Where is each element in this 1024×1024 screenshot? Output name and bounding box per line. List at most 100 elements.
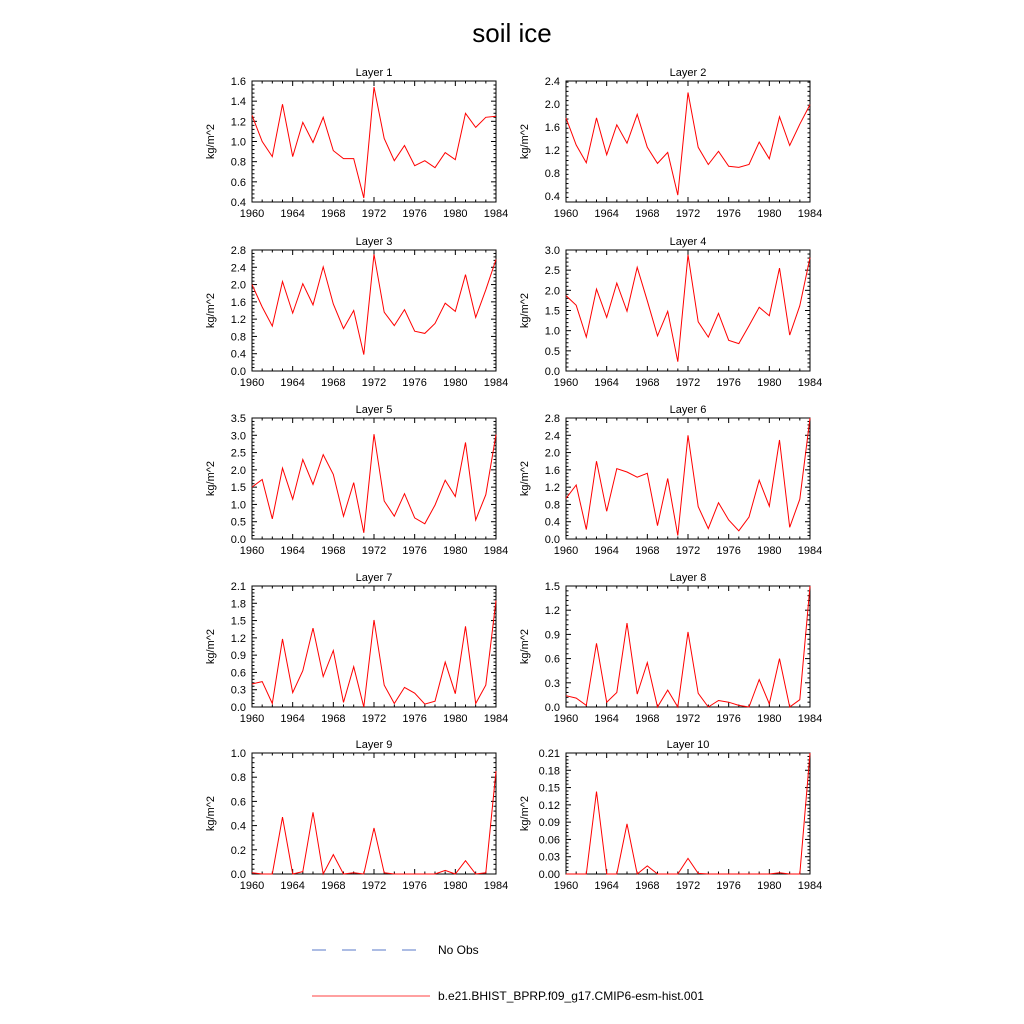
y-tick-label: 2.8 bbox=[545, 413, 560, 425]
y-tick-label: 0.03 bbox=[539, 852, 560, 864]
panel-layer-3: Layer 3 kg/m^2 1960 1964 1968 1972 1976 1980 198… bbox=[205, 236, 508, 389]
x-tick-label: 1960 bbox=[240, 713, 264, 725]
y-axis-label: kg/m^2 bbox=[205, 629, 217, 664]
y-tick-label: 0.0 bbox=[545, 702, 560, 714]
y-tick-label: 1.6 bbox=[231, 297, 246, 309]
y-tick-label: 0.6 bbox=[231, 796, 246, 808]
panel-layer-10: Layer 10 kg/m^2 1960 1964 1968 1972 1976 1980 19… bbox=[519, 739, 822, 892]
x-tick-label: 1972 bbox=[362, 545, 386, 557]
y-tick-label: 0.4 bbox=[231, 197, 246, 209]
x-tick-label: 1984 bbox=[484, 545, 508, 557]
y-axis-label: kg/m^2 bbox=[519, 124, 531, 159]
x-tick-label: 1980 bbox=[757, 545, 781, 557]
y-tick-label: 0.0 bbox=[231, 366, 246, 378]
panel-layer-1: Layer 1 kg/m^2 1960 1964 1968 1972 1976 1980 198… bbox=[205, 67, 508, 220]
y-tick-label: 2.5 bbox=[545, 265, 560, 277]
y-tick-label: 1.0 bbox=[231, 748, 246, 760]
x-tick-label: 1984 bbox=[798, 377, 822, 389]
x-tick-label: 1968 bbox=[635, 880, 659, 892]
panel-title: Layer 5 bbox=[356, 404, 393, 416]
x-tick-label: 1980 bbox=[443, 880, 467, 892]
x-tick-label: 1984 bbox=[484, 208, 508, 220]
y-tick-label: 0.3 bbox=[231, 685, 246, 697]
x-tick-label: 1972 bbox=[676, 545, 700, 557]
x-tick-label: 1964 bbox=[594, 377, 618, 389]
x-tick-label: 1960 bbox=[240, 208, 264, 220]
plot-frame bbox=[251, 249, 497, 372]
x-tick-label: 1984 bbox=[798, 713, 822, 725]
x-tick-label: 1976 bbox=[402, 377, 426, 389]
x-tick-label: 1984 bbox=[484, 713, 508, 725]
y-tick-label: 0.09 bbox=[539, 817, 560, 829]
y-tick-label: 0.8 bbox=[231, 331, 246, 343]
x-tick-label: 1960 bbox=[554, 545, 578, 557]
y-axis-label: kg/m^2 bbox=[519, 796, 531, 831]
y-tick-label: 0.5 bbox=[545, 346, 560, 358]
panel-title: Layer 8 bbox=[670, 572, 707, 584]
y-axis-label: kg/m^2 bbox=[205, 124, 217, 159]
x-tick-label: 1976 bbox=[402, 208, 426, 220]
y-tick-label: 1.0 bbox=[545, 326, 560, 338]
y-tick-label: 1.2 bbox=[545, 482, 560, 494]
y-tick-label: 3.0 bbox=[231, 430, 246, 442]
panel-title: Layer 3 bbox=[356, 236, 393, 248]
x-tick-label: 1972 bbox=[676, 208, 700, 220]
y-tick-label: 1.5 bbox=[231, 482, 246, 494]
series-line bbox=[251, 87, 497, 199]
x-tick-label: 1984 bbox=[798, 545, 822, 557]
x-tick-label: 1976 bbox=[716, 713, 740, 725]
series-line bbox=[251, 771, 497, 876]
x-tick-label: 1968 bbox=[635, 377, 659, 389]
series-line bbox=[566, 752, 811, 875]
panel-layer-5: Layer 5 kg/m^2 1960 1964 1968 1972 1976 1980 198… bbox=[205, 404, 508, 557]
y-axis-label: kg/m^2 bbox=[519, 461, 531, 496]
y-tick-label: 1.5 bbox=[231, 616, 246, 628]
x-tick-label: 1972 bbox=[676, 880, 700, 892]
x-tick-label: 1980 bbox=[443, 377, 467, 389]
y-axis-label: kg/m^2 bbox=[205, 461, 217, 496]
y-tick-label: 0.0 bbox=[545, 534, 560, 546]
y-tick-label: 0.8 bbox=[231, 157, 246, 169]
y-tick-label: 0.8 bbox=[545, 168, 560, 180]
x-tick-label: 1972 bbox=[362, 880, 386, 892]
series-line bbox=[565, 254, 811, 362]
x-tick-label: 1968 bbox=[321, 377, 345, 389]
x-tick-label: 1960 bbox=[554, 377, 578, 389]
x-tick-label: 1960 bbox=[554, 880, 578, 892]
y-tick-label: 0.9 bbox=[545, 629, 560, 641]
x-tick-label: 1964 bbox=[280, 377, 304, 389]
panel-title: Layer 7 bbox=[356, 572, 393, 584]
x-tick-label: 1972 bbox=[362, 377, 386, 389]
y-axis-label: kg/m^2 bbox=[519, 293, 531, 328]
x-tick-label: 1976 bbox=[716, 208, 740, 220]
x-tick-label: 1968 bbox=[321, 880, 345, 892]
y-tick-label: 3.5 bbox=[231, 413, 246, 425]
y-tick-label: 1.8 bbox=[231, 598, 246, 610]
panel-layer-2: Layer 2 kg/m^2 1960 1964 1968 1972 1976 1980 198… bbox=[519, 67, 822, 220]
series-line bbox=[251, 254, 497, 355]
x-tick-label: 1964 bbox=[280, 713, 304, 725]
y-tick-label: 0.8 bbox=[231, 772, 246, 784]
y-tick-label: 0.0 bbox=[231, 702, 246, 714]
panel-title: Layer 1 bbox=[356, 67, 393, 79]
y-tick-label: 0.12 bbox=[539, 800, 560, 812]
x-tick-label: 1980 bbox=[757, 377, 781, 389]
x-tick-label: 1960 bbox=[240, 880, 264, 892]
x-tick-label: 1980 bbox=[757, 208, 781, 220]
y-tick-label: 0.00 bbox=[539, 869, 560, 881]
series-line bbox=[565, 417, 811, 536]
series-line bbox=[565, 92, 811, 196]
x-tick-label: 1976 bbox=[402, 713, 426, 725]
x-tick-label: 1984 bbox=[484, 880, 508, 892]
y-tick-label: 1.6 bbox=[231, 76, 246, 88]
y-tick-label: 0.8 bbox=[545, 499, 560, 511]
y-tick-label: 0.3 bbox=[545, 678, 560, 690]
y-tick-label: 2.5 bbox=[231, 448, 246, 460]
y-tick-label: 1.2 bbox=[545, 145, 560, 157]
panel-title: Layer 9 bbox=[356, 739, 393, 751]
y-tick-label: 0.0 bbox=[231, 869, 246, 881]
y-tick-label: 0.06 bbox=[539, 834, 560, 846]
series-line bbox=[251, 434, 497, 533]
x-tick-label: 1968 bbox=[321, 713, 345, 725]
